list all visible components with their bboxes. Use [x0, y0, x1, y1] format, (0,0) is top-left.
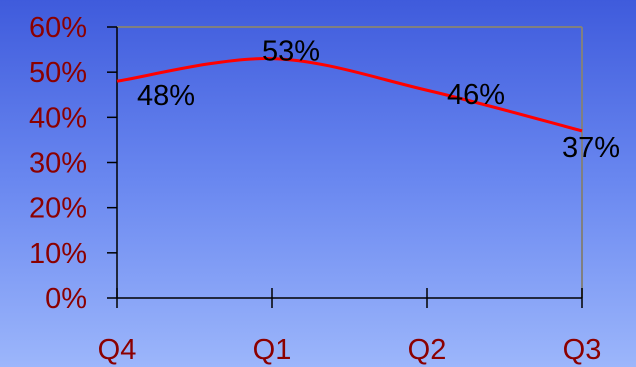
data-label: 48% — [137, 80, 195, 112]
series-line — [116, 57, 583, 133]
x-tick-label: Q3 — [563, 334, 602, 366]
y-tick-label: 0% — [45, 283, 87, 315]
y-axis-ticks: 0% 10% 20% 30% 40% 50% 60% — [29, 12, 117, 315]
x-tick-label: Q4 — [98, 334, 137, 366]
data-label: 53% — [262, 36, 320, 68]
y-tick-label: 20% — [29, 193, 87, 225]
data-label: 46% — [447, 79, 505, 111]
data-label: 37% — [562, 132, 620, 164]
y-tick-label: 30% — [29, 148, 87, 180]
y-tick-label: 50% — [29, 57, 87, 89]
y-tick-label: 60% — [29, 12, 87, 44]
x-axis-ticks: Q4 Q1 Q2 Q3 — [98, 288, 602, 366]
x-tick-label: Q2 — [408, 334, 447, 366]
y-tick-label: 10% — [29, 238, 87, 270]
data-labels: 48% 53% 46% 37% — [137, 36, 620, 164]
series-group — [116, 57, 583, 133]
x-tick-label: Q1 — [253, 334, 292, 366]
y-tick-label: 40% — [29, 102, 87, 134]
